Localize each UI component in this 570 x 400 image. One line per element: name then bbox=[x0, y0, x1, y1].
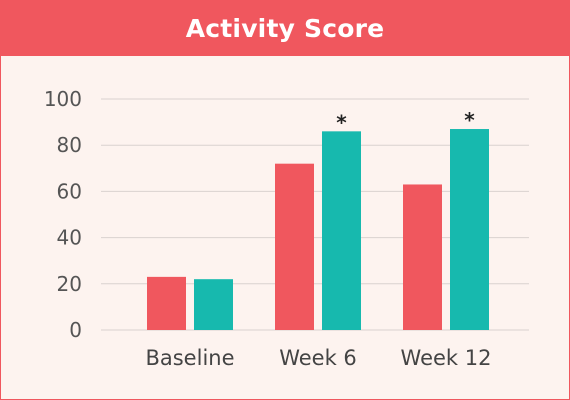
y-tick-label: 60 bbox=[57, 179, 82, 203]
x-axis-categories: Baseline Week 6 Week 12 bbox=[145, 346, 491, 370]
bar-week-12-s2 bbox=[450, 129, 489, 330]
y-tick-label: 80 bbox=[57, 133, 82, 157]
bar-week-6-s2 bbox=[322, 131, 361, 330]
y-tick-label: 100 bbox=[44, 87, 82, 111]
y-tick-label: 20 bbox=[57, 272, 82, 296]
y-axis-ticks: 0 20 40 60 80 100 bbox=[44, 87, 82, 342]
x-category-label: Week 12 bbox=[401, 346, 492, 370]
y-tick-label: 40 bbox=[57, 226, 82, 250]
significance-marker: * bbox=[336, 110, 347, 134]
bar-baseline-s2 bbox=[194, 279, 233, 330]
chart-header: Activity Score bbox=[1, 1, 569, 56]
chart-title: Activity Score bbox=[185, 14, 385, 43]
bar-week-6-s1 bbox=[275, 163, 314, 330]
bar-week-12-s1 bbox=[403, 184, 442, 330]
x-category-label: Baseline bbox=[145, 346, 234, 370]
significance-marker: * bbox=[464, 108, 475, 132]
bar-baseline-s1 bbox=[147, 276, 186, 330]
y-tick-label: 0 bbox=[69, 318, 82, 342]
bars bbox=[147, 129, 489, 330]
x-category-label: Week 6 bbox=[279, 346, 357, 370]
bar-annotations: * * bbox=[336, 108, 475, 134]
